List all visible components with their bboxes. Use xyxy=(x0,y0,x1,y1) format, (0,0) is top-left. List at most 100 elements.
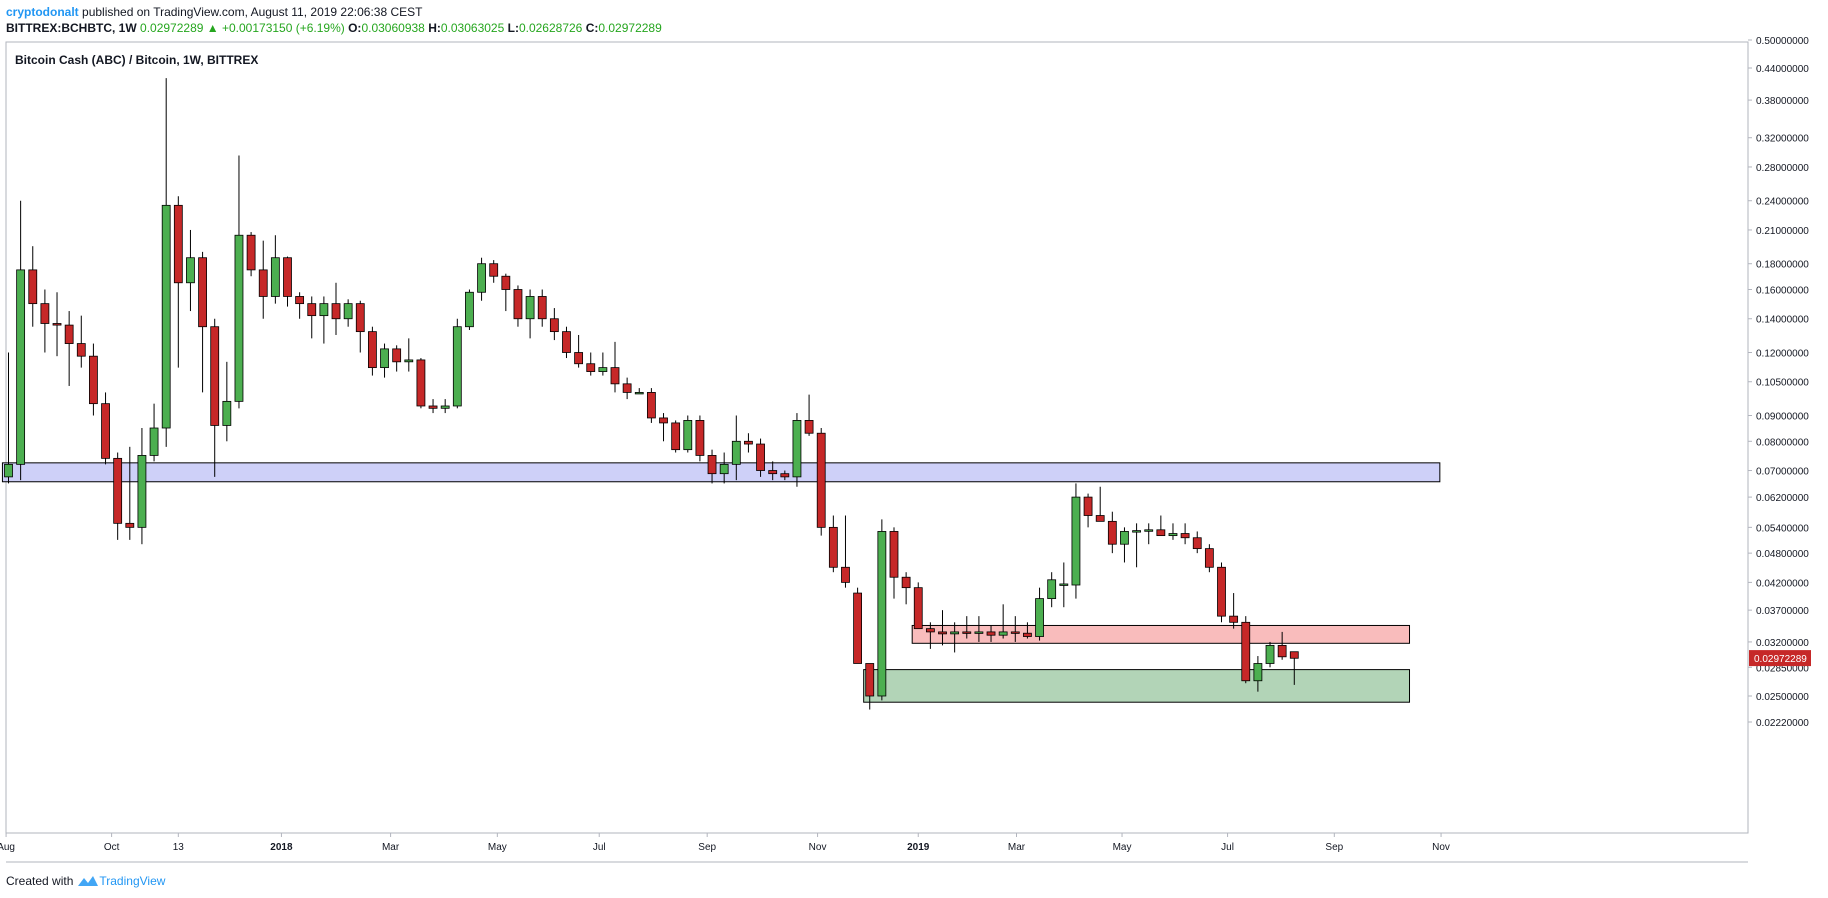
candle-body xyxy=(683,420,693,451)
candle-body xyxy=(392,348,402,363)
candle-body xyxy=(574,352,584,365)
current-price-tag: 0.02972289 xyxy=(1749,650,1811,667)
candle xyxy=(889,527,899,599)
candle xyxy=(901,572,911,605)
candle xyxy=(1289,651,1299,685)
candle-body xyxy=(804,420,814,434)
x-tick-label: Oct xyxy=(104,842,120,853)
candle xyxy=(307,296,317,339)
candle xyxy=(1265,641,1275,668)
candle xyxy=(938,610,947,646)
candle xyxy=(586,352,596,376)
y-tick-label: 0.05400000 xyxy=(1756,523,1809,534)
candle xyxy=(101,392,110,465)
y-tick-label: 0.08000000 xyxy=(1756,437,1809,448)
candle xyxy=(89,343,98,416)
candle xyxy=(392,345,402,372)
x-tick-label: Mar xyxy=(382,842,400,853)
candle-body xyxy=(853,592,862,664)
candle xyxy=(1180,523,1190,545)
candle xyxy=(634,388,644,395)
candle-body xyxy=(416,359,426,407)
candle-body xyxy=(489,263,499,277)
y-tick-label: 0.02500000 xyxy=(1756,692,1809,703)
candle-body xyxy=(440,405,450,409)
candle xyxy=(828,515,838,573)
candle-body xyxy=(210,326,220,426)
candle xyxy=(113,452,123,540)
candle-body xyxy=(901,576,911,589)
candle xyxy=(137,428,147,545)
candle-body xyxy=(89,355,98,405)
candle-body xyxy=(428,405,438,409)
tradingview-logo-icon xyxy=(78,876,99,886)
candle xyxy=(1168,523,1178,540)
zone-support-green[interactable] xyxy=(863,669,1411,703)
candle-body xyxy=(998,631,1008,636)
candle xyxy=(258,240,268,319)
candle-body xyxy=(1095,515,1105,522)
candle xyxy=(695,415,705,462)
price-tag-label: 0.02972289 xyxy=(1754,654,1807,665)
candle xyxy=(1107,511,1117,554)
footer: Created with TradingView xyxy=(6,873,165,889)
candle-body xyxy=(938,631,947,635)
candle-body xyxy=(307,303,317,317)
close-label: C: xyxy=(585,21,599,35)
plot-area[interactable] xyxy=(5,41,1749,834)
candle xyxy=(489,260,499,283)
candle xyxy=(683,415,693,453)
candle xyxy=(465,289,474,330)
candle xyxy=(380,343,389,378)
y-tick-label: 0.14000000 xyxy=(1756,315,1809,326)
candle xyxy=(974,616,984,642)
candle-body xyxy=(525,296,535,320)
candle-body xyxy=(622,383,632,393)
candle-body xyxy=(1083,496,1093,516)
y-tick-label: 0.03700000 xyxy=(1756,606,1809,617)
author-link[interactable]: cryptodonalt xyxy=(6,5,79,19)
y-tick-label: 0.09000000 xyxy=(1756,411,1809,422)
x-tick-label: 13 xyxy=(173,842,185,853)
y-tick-label: 0.44000000 xyxy=(1756,64,1809,75)
y-tick-label: 0.16000000 xyxy=(1756,286,1809,297)
candle-body xyxy=(40,303,50,324)
candle-body xyxy=(865,663,875,697)
candle-body xyxy=(222,400,232,426)
candle xyxy=(28,246,38,327)
candle xyxy=(125,446,135,540)
candle xyxy=(792,413,802,487)
y-tick-label: 0.02850000 xyxy=(1756,663,1809,674)
price-axis[interactable]: 0.50000000 0.44000000 0.38000000 0.32000000… xyxy=(1748,36,1809,729)
candle xyxy=(646,388,656,423)
candle xyxy=(780,470,790,481)
candle-body xyxy=(768,470,778,475)
price-tag-background xyxy=(1749,650,1811,667)
candle-body xyxy=(828,526,838,568)
x-tick-label: 2018 xyxy=(270,842,293,853)
x-tick-label: May xyxy=(1113,842,1132,853)
candle-body xyxy=(562,331,571,353)
time-axis[interactable]: Aug Oct 13 2018 Mar May Jul Sep Nov 2019 Mar May Jul… xyxy=(0,833,1450,853)
candle-body xyxy=(1023,632,1032,637)
candle xyxy=(707,449,717,484)
x-tick-label: Nov xyxy=(1432,842,1450,853)
candle-body xyxy=(1156,529,1166,537)
publish-line: cryptodonalt published on TradingView.co… xyxy=(6,4,662,20)
open-value: 0.03060938 xyxy=(361,21,425,35)
candle xyxy=(1132,523,1141,568)
tradingview-brand[interactable]: TradingView xyxy=(77,873,165,889)
candle xyxy=(574,334,584,368)
candle xyxy=(16,200,26,481)
candle-body xyxy=(1265,644,1275,664)
candle xyxy=(562,326,571,359)
candle-body xyxy=(234,234,244,402)
candle xyxy=(1277,631,1287,660)
candle xyxy=(210,318,220,477)
candle-body xyxy=(355,303,365,333)
candle-body xyxy=(4,463,13,478)
candle-body xyxy=(283,257,292,297)
chart-header: cryptodonalt published on TradingView.co… xyxy=(6,4,662,36)
candle-body xyxy=(974,631,984,634)
